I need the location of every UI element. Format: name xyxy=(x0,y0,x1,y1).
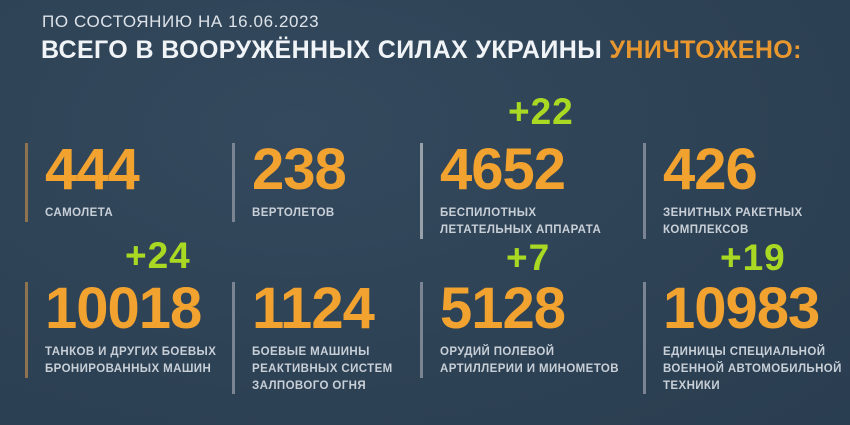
title-accent: УНИЧТОЖЕНО: xyxy=(609,36,802,64)
stat-uav: +22 4652 БЕСПИЛОТНЫХ ЛЕТАТЕЛЬНЫХ АППАРАТ… xyxy=(420,91,638,239)
stat-label: ВЕРТОЛЕТОВ xyxy=(252,207,335,220)
stat-tanks: +24 10018 ТАНКОВ И ДРУГИХ БОЕВЫХ БРОНИРО… xyxy=(25,235,227,378)
stat-value: 238 xyxy=(252,137,347,202)
stat-value: 426 xyxy=(663,137,758,202)
stat-label: ЗЕНИТНЫХ РАКЕТНЫХ КОМПЛЕКСОВ xyxy=(663,207,803,237)
stat-label: ОРУДИЙ ПОЛЕВОЙ АРТИЛЛЕРИИ И МИНОМЕТОВ xyxy=(440,346,619,376)
stat-sam-systems: 426 ЗЕНИТНЫХ РАКЕТНЫХ КОМПЛЕКСОВ xyxy=(643,137,843,239)
stat-value: 4652 xyxy=(440,137,566,202)
stat-delta-badge: +19 xyxy=(720,237,786,278)
stat-delta-badge: +24 xyxy=(125,235,191,276)
stat-label: ЕДИНИЦЫ СПЕЦИАЛЬНОЙ ВОЕННОЙ АВТОМОБИЛЬНО… xyxy=(663,346,842,392)
title-main: ВСЕГО В ВООРУЖЁННЫХ СИЛАХ УКРАИНЫ xyxy=(41,36,610,64)
page-title: ВСЕГО В ВООРУЖЁННЫХ СИЛАХ УКРАИНЫ УНИЧТО… xyxy=(41,36,802,65)
stat-value: 10018 xyxy=(45,276,202,341)
stat-delta-badge: +22 xyxy=(508,91,574,132)
stat-mlrs: 1124 БОЕВЫЕ МАШИНЫ РЕАКТИВНЫХ СИСТЕМ ЗАЛ… xyxy=(232,276,415,395)
stat-label: БЕСПИЛОТНЫХ ЛЕТАТЕЛЬНЫХ АППАРАТА xyxy=(440,207,602,237)
stat-delta-badge: +7 xyxy=(506,237,551,278)
stat-helicopters: 238 ВЕРТОЛЕТОВ xyxy=(232,137,415,223)
stat-label: БОЕВЫЕ МАШИНЫ РЕАКТИВНЫХ СИСТЕМ ЗАЛПОВОГ… xyxy=(252,346,393,392)
stat-artillery: +7 5128 ОРУДИЙ ПОЛЕВОЙ АРТИЛЛЕРИИ И МИНО… xyxy=(420,237,638,378)
stat-label: ТАНКОВ И ДРУГИХ БОЕВЫХ БРОНИРОВАННЫХ МАШ… xyxy=(45,346,217,376)
stat-military-vehicles: +19 10983 ЕДИНИЦЫ СПЕЦИАЛЬНОЙ ВОЕННОЙ АВ… xyxy=(643,237,843,395)
stat-value: 444 xyxy=(45,137,140,202)
stat-aircraft: 444 САМОЛЕТА xyxy=(25,137,227,223)
stat-value: 5128 xyxy=(440,276,566,341)
date-line: ПО СОСТОЯНИЮ НА 16.06.2023 xyxy=(42,12,320,31)
stat-value: 10983 xyxy=(663,276,820,341)
stat-label: САМОЛЕТА xyxy=(45,207,114,220)
stat-value: 1124 xyxy=(252,276,375,341)
